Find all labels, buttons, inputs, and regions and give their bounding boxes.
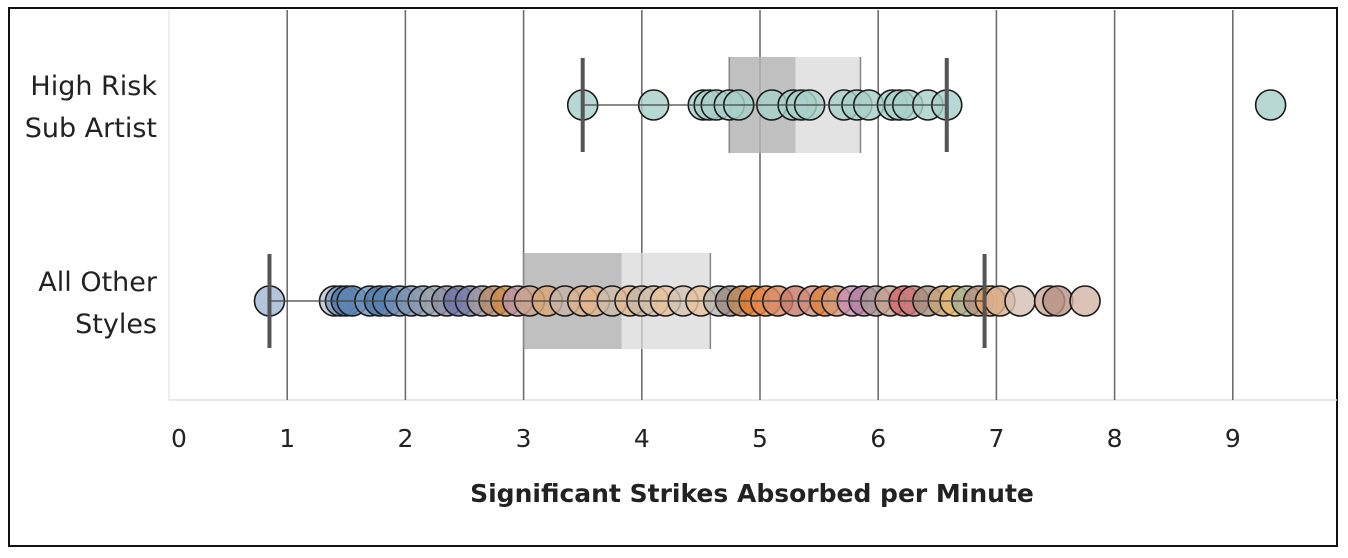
category-label-line: Sub Artist (25, 113, 157, 144)
x-tick-label-1: 1 (279, 424, 295, 453)
category-label-line: All Other (38, 267, 158, 298)
x-tick-label-8: 8 (1107, 424, 1123, 453)
category-label-line: High Risk (30, 71, 157, 102)
x-axis-ticks: 0 1 2 3 4 5 6 7 8 9 (171, 424, 1241, 453)
x-tick-label-5: 5 (752, 424, 768, 453)
data-point (1004, 285, 1036, 317)
category-labels: High Risk Sub Artist All Other Styles (25, 71, 158, 340)
x-tick-label-6: 6 (870, 424, 886, 453)
whiskers (267, 58, 987, 348)
x-tick-label-7: 7 (988, 424, 1004, 453)
x-axis-label: Significant Strikes Absorbed per Minute (470, 479, 1034, 508)
x-tick-label-0: 0 (171, 424, 187, 453)
data-point (1254, 89, 1287, 121)
data-point (1042, 285, 1074, 317)
data-point (1069, 285, 1101, 317)
x-tick-label-4: 4 (634, 424, 650, 453)
category-label-line: Styles (75, 309, 157, 340)
x-tick-label-9: 9 (1225, 424, 1241, 453)
x-tick-label-2: 2 (397, 424, 413, 453)
x-tick-label-3: 3 (516, 424, 532, 453)
